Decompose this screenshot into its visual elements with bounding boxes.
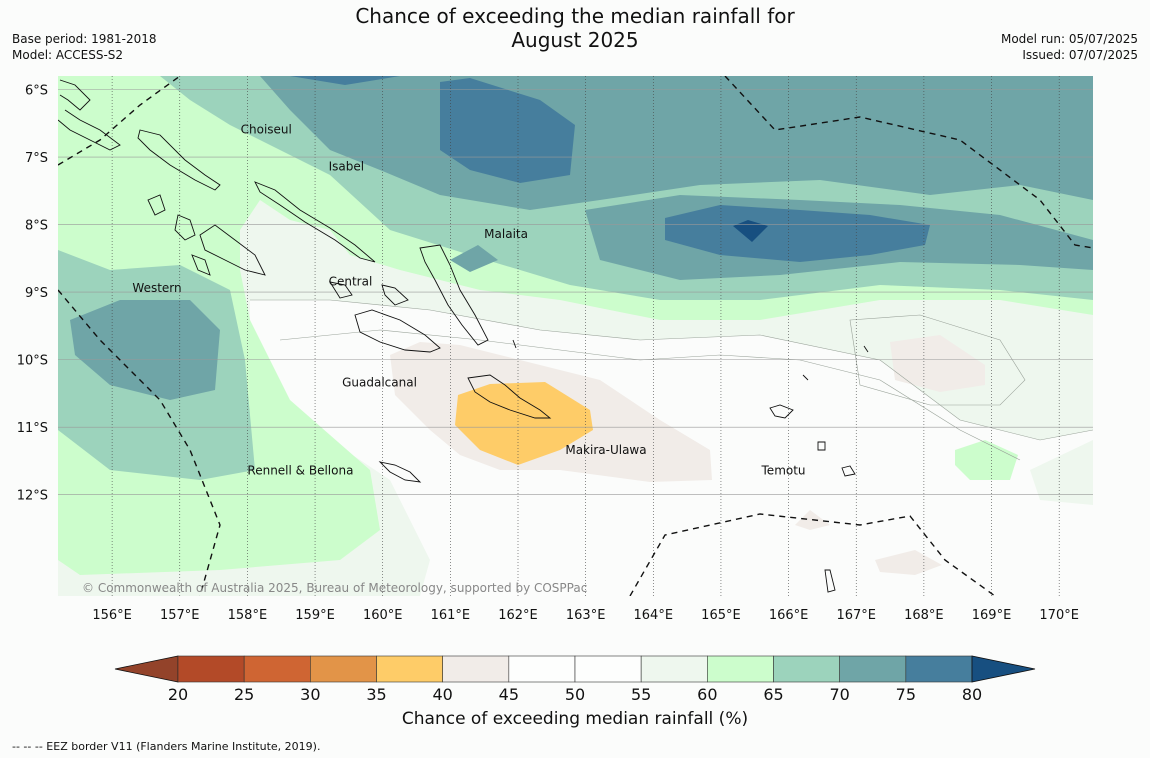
longitude-tick-label: 168°E	[904, 608, 944, 623]
colorbar: 20 25 30 35 40 45 50 55 60 65 70 75 80	[114, 655, 1036, 704]
colorbar-swatch	[905, 655, 973, 683]
colorbar-swatch	[839, 655, 907, 683]
longitude-tick-label: 166°E	[769, 608, 809, 623]
title-line-1: Chance of exceeding the median rainfall …	[355, 4, 795, 28]
province-label: Central	[329, 274, 373, 288]
colorbar-tick-label: 70	[829, 685, 849, 704]
colorbar-swatch	[177, 655, 245, 683]
colorbar-under-arrow	[114, 655, 179, 683]
colorbar-swatch	[773, 655, 840, 683]
province-label: Temotu	[761, 463, 806, 477]
latitude-tick-label: 9°S	[25, 286, 48, 301]
province-label: Western	[132, 281, 181, 295]
colorbar-over-arrow	[971, 655, 1036, 683]
longitude-tick-label: 157°E	[160, 608, 200, 623]
longitude-tick-label: 165°E	[701, 608, 741, 623]
contour-layer	[58, 76, 1093, 596]
colorbar-swatch	[243, 655, 311, 683]
model-text: Model: ACCESS-S2	[12, 48, 124, 62]
province-labels: Choiseul Isabel Malaita Western Central Guada…	[132, 122, 805, 477]
colorbar-tick-label: 45	[499, 685, 519, 704]
latitude-labels: 6°S 7°S 8°S 9°S 10°S 11°S 12°S	[17, 84, 48, 504]
longitude-tick-label: 160°E	[363, 608, 403, 623]
colorbar-tick-label: 50	[565, 685, 585, 704]
copyright-text: © Commonwealth of Australia 2025, Bureau…	[82, 581, 587, 595]
colorbar-swatch	[640, 655, 708, 683]
colorbar-tick-label: 25	[234, 685, 254, 704]
issued-text: Issued: 07/07/2025	[1022, 48, 1138, 62]
colorbar-tick-label: 40	[432, 685, 452, 704]
colorbar-swatch	[310, 655, 377, 683]
eez-border	[58, 76, 1093, 596]
province-label: Makira-Ulawa	[565, 443, 646, 457]
colorbar-tick-label: 80	[962, 685, 982, 704]
colorbar-swatch	[376, 655, 443, 683]
longitude-tick-label: 156°E	[92, 608, 132, 623]
longitude-tick-label: 169°E	[972, 608, 1012, 623]
province-label: Rennell & Bellona	[247, 463, 353, 477]
contour-lines	[250, 299, 1093, 461]
colorbar-tick-label: 35	[366, 685, 386, 704]
longitude-tick-label: 158°E	[228, 608, 268, 623]
longitude-tick-label: 167°E	[836, 608, 876, 623]
eez-footnote: -- -- -- EEZ border V11 (Flanders Marine…	[12, 740, 321, 753]
latitude-tick-label: 10°S	[17, 354, 48, 369]
province-label: Guadalcanal	[342, 376, 417, 390]
graticule	[58, 76, 1093, 596]
colorbar-swatch	[442, 655, 510, 683]
latitude-tick-label: 11°S	[17, 421, 48, 436]
title-line-2: August 2025	[511, 28, 639, 52]
latitude-tick-label: 7°S	[25, 151, 48, 166]
latitude-tick-label: 6°S	[25, 84, 48, 99]
longitude-tick-label: 163°E	[566, 608, 606, 623]
colorbar-title: Chance of exceeding median rainfall (%)	[401, 709, 749, 729]
meta-right: Model run: 05/07/2025 Issued: 07/07/2025	[1001, 31, 1138, 63]
province-label: Choiseul	[241, 122, 292, 136]
province-label: Malaita	[484, 227, 528, 241]
longitude-tick-label: 159°E	[295, 608, 335, 623]
longitude-tick-label: 162°E	[498, 608, 538, 623]
model-run-text: Model run: 05/07/2025	[1000, 32, 1138, 46]
colorbar-tick-label: 30	[300, 685, 320, 704]
longitude-tick-label: 164°E	[634, 608, 674, 623]
colorbar-tick-label: 75	[896, 685, 916, 704]
longitude-tick-label: 170°E	[1039, 608, 1079, 623]
latitude-tick-label: 12°S	[17, 489, 48, 504]
coastlines	[58, 79, 869, 593]
colorbar-swatch	[574, 655, 642, 683]
colorbar-tick-label: 55	[631, 685, 651, 704]
colorbar-tick-label: 20	[168, 685, 188, 704]
meta-left: Base period: 1981-2018 Model: ACCESS-S2	[12, 31, 157, 63]
province-label: Isabel	[329, 160, 364, 174]
colorbar-swatch	[508, 655, 576, 683]
longitude-labels: 156°E 157°E 158°E 159°E 160°E 161°E 162°E 163°E…	[92, 608, 1079, 623]
colorbar-tick-label: 65	[763, 685, 783, 704]
colorbar-tick-label: 60	[697, 685, 717, 704]
base-period-text: Base period: 1981-2018	[12, 32, 157, 46]
latitude-tick-label: 8°S	[25, 219, 48, 234]
longitude-tick-label: 161°E	[431, 608, 471, 623]
map-title: Chance of exceeding the median rainfall …	[0, 4, 1150, 52]
colorbar-swatch	[707, 655, 774, 683]
